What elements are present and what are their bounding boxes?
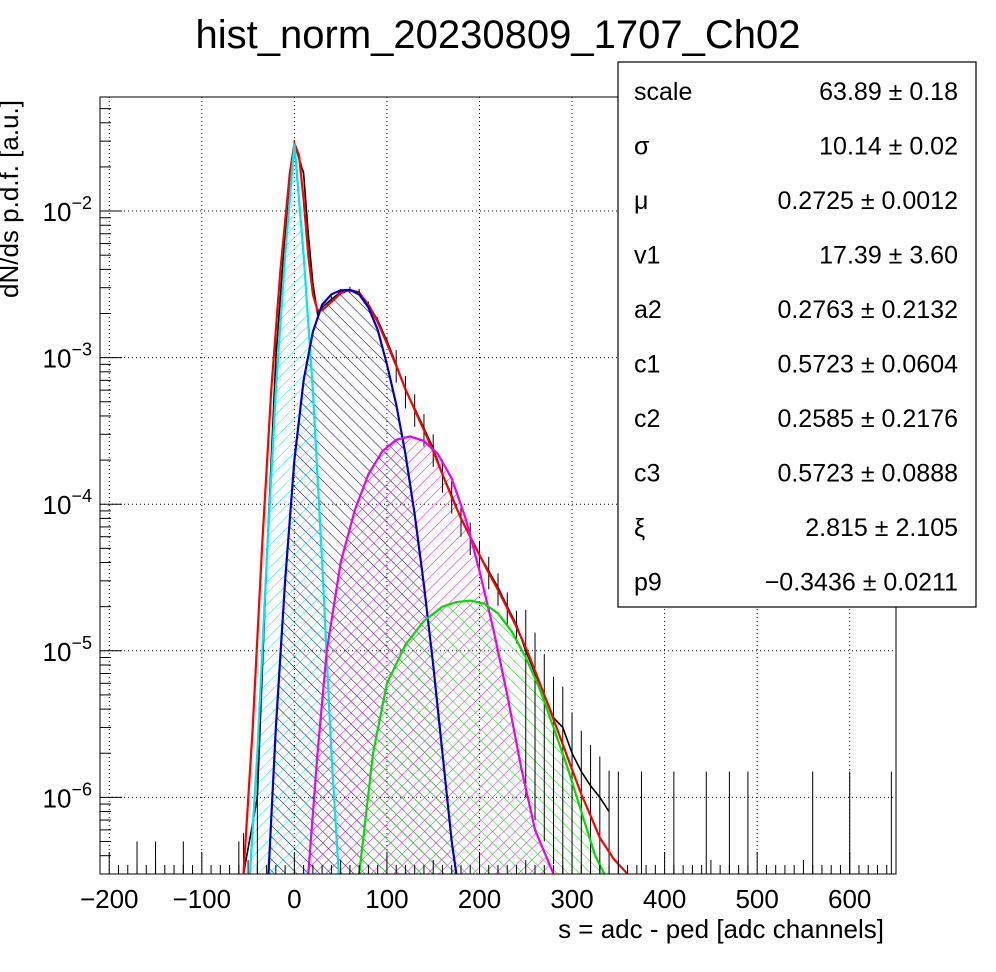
x-tick-label: 100 [365,884,408,914]
y-tick-label: 10−2 [43,193,92,227]
x-tick-label: 400 [643,884,686,914]
stat-name: c1 [634,351,660,379]
stat-value: 0.5723 ± 0.0888 [777,460,958,488]
stat-name: σ [634,133,650,161]
y-axis: 10−6 10−5 10−4 10−3 10−2 [43,96,122,875]
stat-value: 0.2763 ± 0.2132 [777,296,958,324]
stats-box: scale 63.89 ± 0.18 σ 10.14 ± 0.02 μ 0.2725 ± … [617,61,977,608]
stat-name: μ [634,187,648,215]
x-tick-label: 600 [828,884,871,914]
x-tick-label: 500 [735,884,778,914]
x-tick-label: 200 [458,884,501,914]
y-tick-label: 10−4 [43,486,92,520]
y-tick-label: 10−6 [43,779,92,813]
stat-name: v1 [634,242,660,270]
stat-name: ξ [634,514,645,542]
stat-value: 10.14 ± 0.02 [819,133,958,161]
stat-value: 0.2585 ± 0.2176 [777,405,958,433]
stat-value: 0.5723 ± 0.0604 [777,351,958,379]
fit-curves [242,139,629,874]
stat-name: c3 [634,460,660,488]
stat-value: −0.3436 ± 0.0211 [765,569,958,597]
x-tick-label: −200 [80,884,139,914]
x-axis: −200 −100 0 100 200 300 400 500 600 [80,852,897,914]
chart-title: hist_norm_20230809_1707_Ch02 [196,13,801,57]
stat-value: 2.815 ± 2.105 [805,514,958,542]
stat-value: 17.39 ± 3.60 [819,242,958,270]
stat-name: a2 [634,296,662,324]
fit-curve-magenta [307,435,555,874]
y-tick-label: 10−5 [43,633,92,667]
fit-curve-green [358,599,606,874]
y-axis-label: dN/ds p.d.f. [a.u.] [0,100,24,298]
x-tick-label: −100 [173,884,232,914]
x-axis-label: s = adc - ped [adc channels] [558,914,884,944]
stat-value: 0.2725 ± 0.0012 [777,187,958,215]
fit-curve-total [242,139,629,874]
stat-name: scale [634,78,692,106]
fit-curve-navy [267,288,458,874]
component-fill-green [359,600,605,874]
y-tick-label: 10−3 [43,340,92,374]
stat-value: 63.89 ± 0.18 [819,78,958,106]
x-tick-label: 0 [287,884,301,914]
stat-name: c2 [634,405,660,433]
fit-curve-cyan [248,143,340,874]
stat-name: p9 [634,569,662,597]
x-tick-label: 300 [550,884,593,914]
